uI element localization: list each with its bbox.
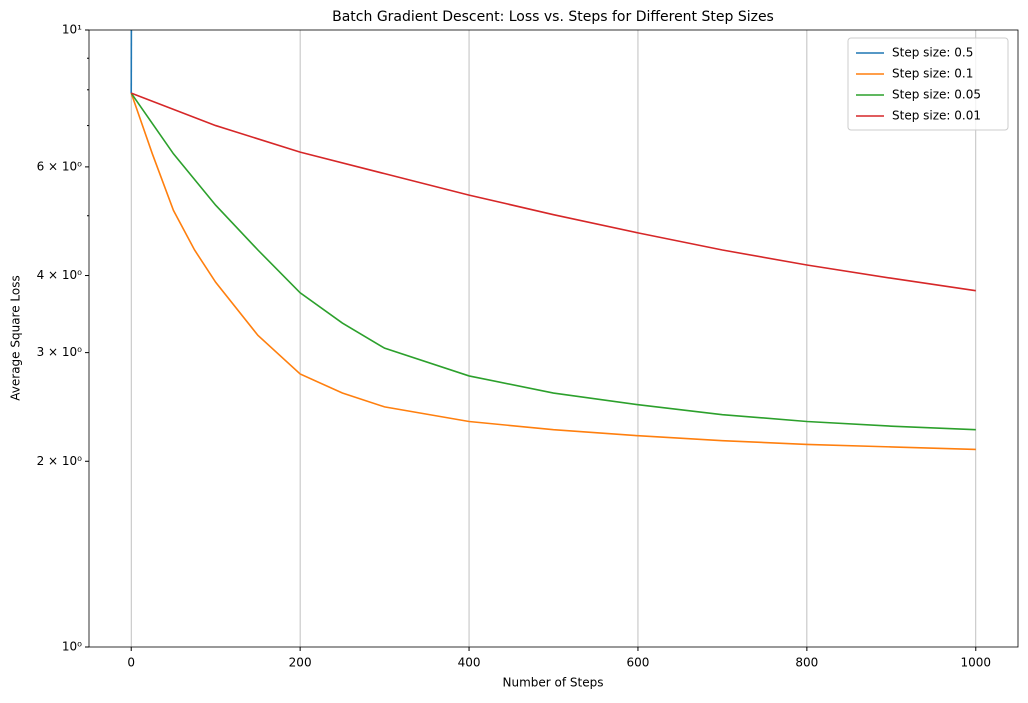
y-axis-label: Average Square Loss bbox=[9, 275, 23, 400]
series-line bbox=[130, 30, 133, 94]
y-tick-label: 10⁰ bbox=[62, 640, 82, 654]
x-tick-label: 600 bbox=[627, 656, 650, 670]
y-tick-label: 3 × 10⁰ bbox=[37, 345, 83, 359]
legend-label: Step size: 0.05 bbox=[892, 88, 981, 102]
plot-frame bbox=[88, 29, 1019, 648]
x-tick-label: 200 bbox=[289, 656, 312, 670]
legend-label: Step size: 0.5 bbox=[892, 46, 973, 60]
x-tick-label: 1000 bbox=[960, 656, 991, 670]
legend-label: Step size: 0.01 bbox=[892, 109, 981, 123]
x-axis-label: Number of Steps bbox=[503, 676, 604, 690]
y-tick-label: 4 × 10⁰ bbox=[37, 268, 83, 282]
legend-label: Step size: 0.1 bbox=[892, 67, 973, 81]
x-tick-label: 0 bbox=[127, 656, 135, 670]
x-tick-label: 800 bbox=[795, 656, 818, 670]
y-tick-label: 10¹ bbox=[62, 23, 82, 37]
legend-box bbox=[847, 37, 1009, 131]
x-tick-label: 400 bbox=[458, 656, 481, 670]
series-line bbox=[130, 92, 976, 292]
plot-lines bbox=[130, 30, 976, 451]
chart-title: Batch Gradient Descent: Loss vs. Steps f… bbox=[332, 9, 774, 25]
y-tick-label: 2 × 10⁰ bbox=[37, 454, 83, 468]
y-tick-label: 6 × 10⁰ bbox=[37, 159, 83, 173]
series-line bbox=[130, 92, 976, 431]
series-line bbox=[130, 92, 976, 451]
